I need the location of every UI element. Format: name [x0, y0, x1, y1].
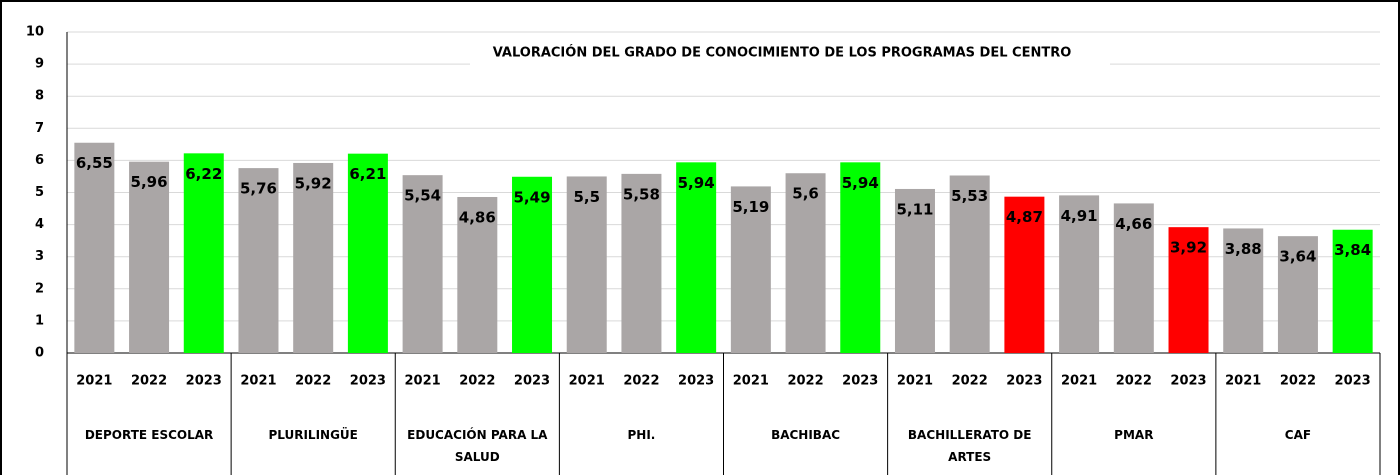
group-label: BACHIBAC	[771, 428, 841, 442]
y-tick-label: 4	[35, 217, 44, 232]
x-tick-label: 2022	[131, 374, 167, 389]
bar	[457, 196, 498, 353]
group-label: BACHILLERATO DE ARTES	[907, 428, 1032, 464]
value-label: 5,96	[131, 173, 168, 191]
y-tick-label: 6	[35, 153, 44, 168]
value-label: 4,66	[1115, 215, 1152, 233]
bar	[949, 175, 990, 353]
group-label: PLURILINGÜE	[268, 428, 358, 442]
value-label: 6,55	[76, 154, 113, 172]
y-tick-label: 2	[35, 281, 44, 296]
value-label: 5,49	[514, 188, 551, 206]
y-tick-label: 0	[35, 346, 44, 361]
bar	[785, 173, 826, 353]
x-tick-label: 2021	[1061, 374, 1097, 389]
y-tick-label: 7	[35, 121, 44, 136]
x-tick-label: 2023	[678, 374, 714, 389]
bar	[1059, 195, 1100, 353]
x-tick-label: 2021	[897, 374, 933, 389]
bar	[1277, 236, 1318, 353]
x-tick-label: 2022	[1116, 374, 1152, 389]
x-tick-label: 2023	[842, 374, 878, 389]
y-tick-label: 3	[35, 249, 44, 264]
value-label: 3,84	[1334, 241, 1371, 259]
bar	[129, 161, 170, 353]
x-tick-label: 2023	[1170, 374, 1206, 389]
y-tick-label: 9	[35, 57, 44, 72]
value-label: 5,54	[404, 187, 441, 205]
bar	[512, 176, 553, 353]
x-tick-label: 2022	[1280, 374, 1316, 389]
x-tick-label: 2021	[76, 374, 112, 389]
bar	[347, 153, 388, 353]
y-tick-label: 1	[35, 313, 44, 328]
group-label: EDUCACIÓN PARA LA SALUD	[407, 428, 548, 464]
bar	[676, 162, 717, 353]
bar	[74, 142, 115, 353]
y-tick-label: 8	[35, 89, 44, 104]
value-label: 5,11	[896, 200, 933, 218]
title-bg	[470, 40, 1110, 66]
bar	[1332, 229, 1373, 353]
group-label: DEPORTE ESCOLAR	[84, 428, 214, 442]
y-tick-label: 10	[26, 25, 44, 40]
bar	[840, 162, 881, 353]
group-label: CAF	[1284, 428, 1312, 442]
bar	[1168, 227, 1209, 353]
value-label: 5,92	[295, 174, 332, 192]
value-label: 5,58	[623, 185, 660, 203]
x-tick-label: 2021	[1225, 374, 1261, 389]
value-label: 6,21	[349, 165, 386, 183]
x-tick-label: 2022	[787, 374, 823, 389]
value-label: 5,53	[951, 187, 988, 205]
x-tick-label: 2023	[350, 374, 386, 389]
value-label: 4,86	[459, 208, 496, 226]
x-tick-label: 2023	[514, 374, 550, 389]
value-label: 5,6	[792, 185, 819, 203]
x-tick-label: 2021	[405, 374, 441, 389]
x-tick-label: 2022	[952, 374, 988, 389]
value-label: 5,76	[240, 180, 277, 198]
x-tick-label: 2023	[1006, 374, 1042, 389]
bar	[238, 168, 279, 353]
bar	[621, 173, 662, 353]
bar	[293, 162, 334, 353]
value-label: 4,91	[1061, 207, 1098, 225]
bar	[894, 188, 935, 353]
bar	[566, 176, 607, 353]
bar	[1223, 228, 1264, 353]
x-tick-label: 2021	[240, 374, 276, 389]
x-tick-label: 2023	[1335, 374, 1371, 389]
value-label: 5,19	[732, 198, 769, 216]
bar	[183, 153, 224, 353]
x-tick-label: 2022	[623, 374, 659, 389]
x-tick-label: 2023	[186, 374, 222, 389]
bar	[730, 186, 771, 353]
value-label: 6,22	[185, 165, 222, 183]
group-label: PMAR	[1114, 428, 1154, 442]
value-label: 3,88	[1225, 240, 1262, 258]
x-tick-label: 2021	[569, 374, 605, 389]
value-label: 5,94	[842, 174, 879, 192]
x-tick-label: 2022	[295, 374, 331, 389]
value-label: 3,92	[1170, 239, 1207, 257]
group-label: PHI.	[627, 428, 656, 442]
chart-title: VALORACIÓN DEL GRADO DE CONOCIMIENTO DE …	[493, 45, 1072, 61]
bar	[1004, 196, 1045, 353]
value-label: 3,64	[1279, 248, 1316, 266]
value-label: 4,87	[1006, 208, 1043, 226]
y-tick-label: 5	[35, 185, 44, 200]
bar	[402, 175, 443, 353]
x-tick-label: 2022	[459, 374, 495, 389]
value-label: 5,94	[678, 174, 715, 192]
bar	[1113, 203, 1154, 353]
value-label: 5,5	[573, 188, 600, 206]
x-tick-label: 2021	[733, 374, 769, 389]
